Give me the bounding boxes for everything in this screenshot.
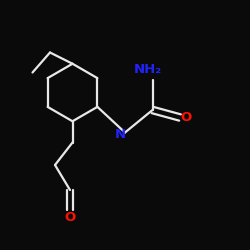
Text: N: N — [114, 128, 126, 141]
Text: O: O — [64, 211, 76, 224]
Text: NH₂: NH₂ — [134, 64, 162, 76]
Text: O: O — [180, 111, 192, 124]
